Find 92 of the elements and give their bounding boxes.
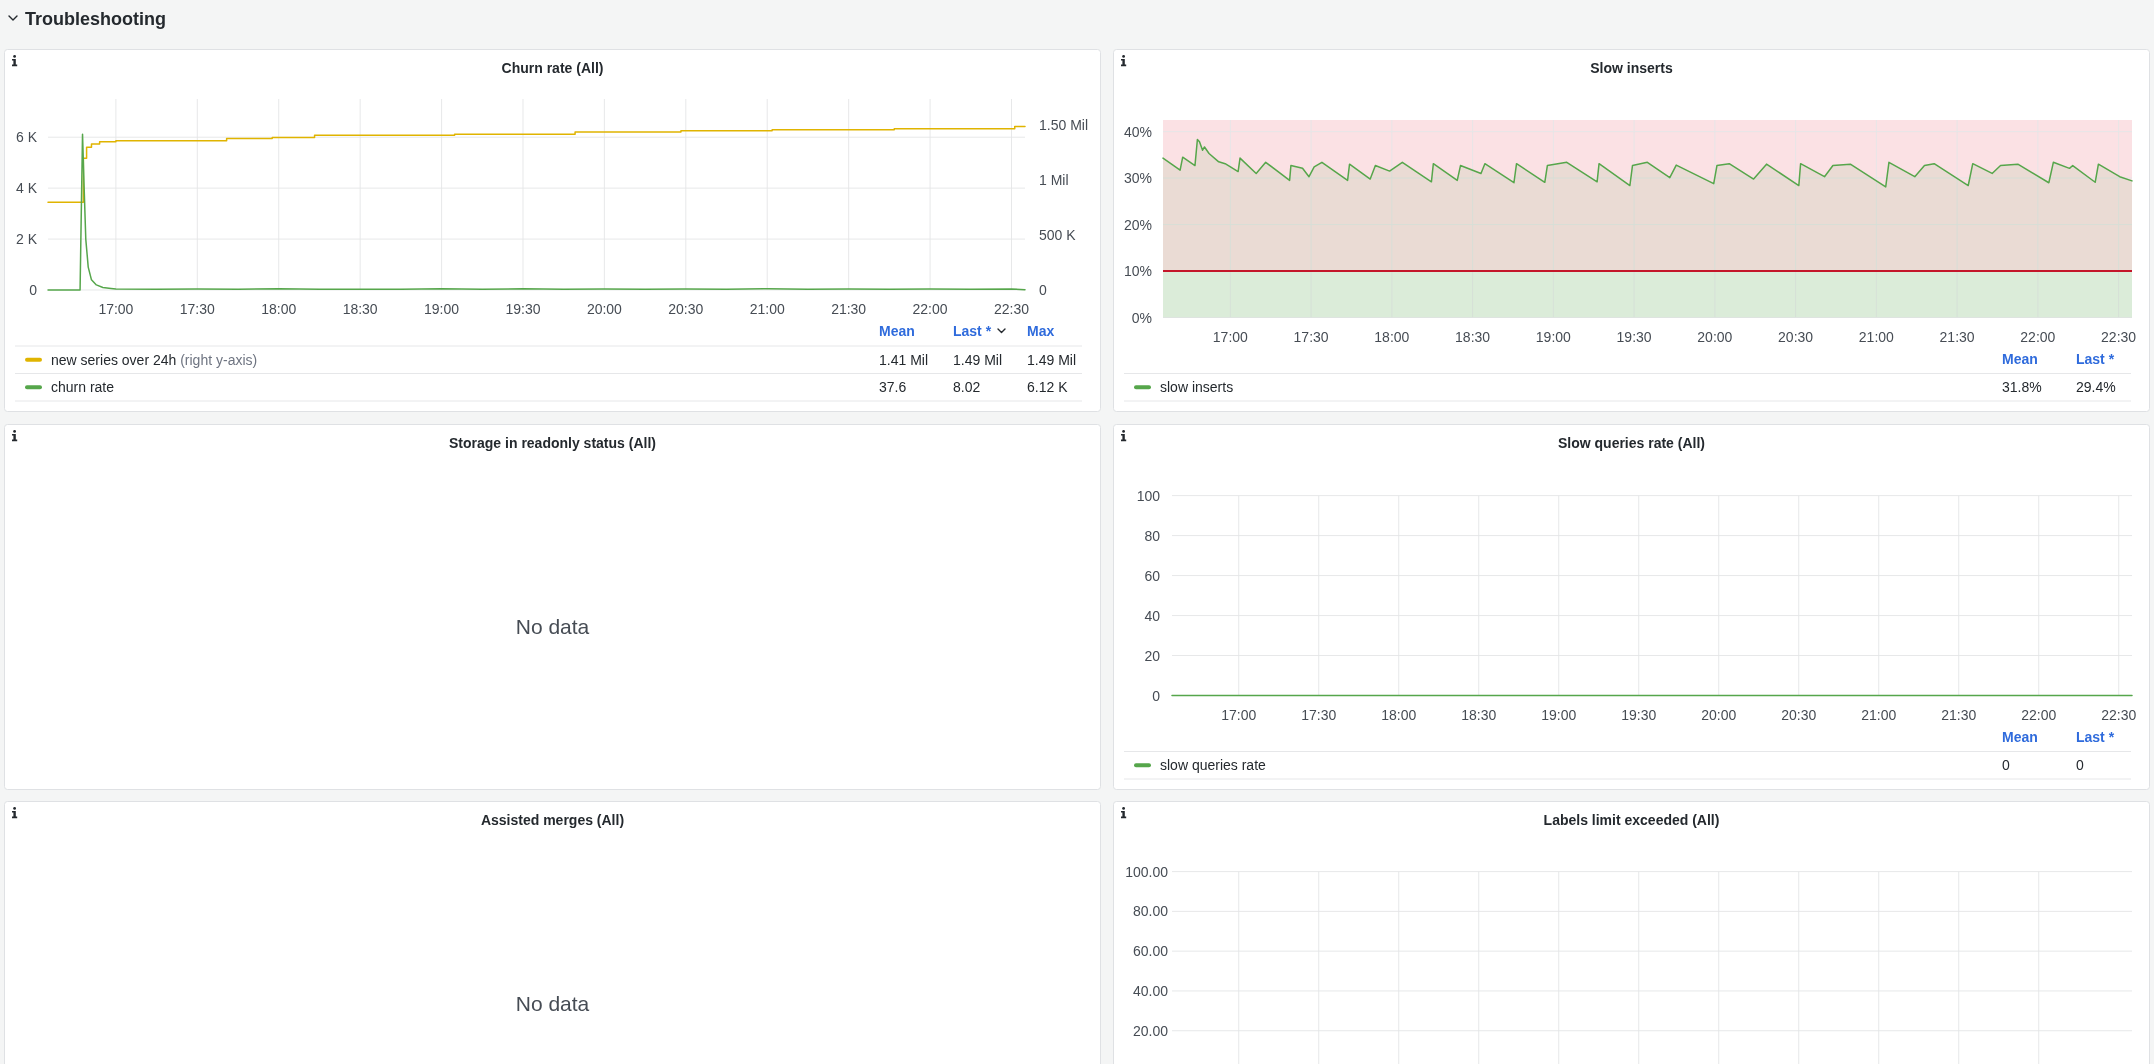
x-tick-label: 21:00 <box>749 301 785 317</box>
y-tick-label: 2 K <box>15 231 38 248</box>
x-tick-label: 17:00 <box>98 301 134 317</box>
x-tick-label: 20:30 <box>1781 706 1817 723</box>
y-tick-label: 100 <box>1136 487 1161 504</box>
text: 1.41 Mil <box>879 351 929 368</box>
x-tick-label: 22:30 <box>993 301 1030 317</box>
x-tick-label: 22:30 <box>2101 706 2137 723</box>
y-tick-label: 100.00 <box>1125 863 1169 880</box>
x-tick-label: 18:30 <box>1455 328 1491 345</box>
text: Last * <box>2076 728 2115 745</box>
x-tick-label: 20:00 <box>1701 706 1737 723</box>
y-tick-label: 40% <box>1123 123 1152 140</box>
x-tick-label: 18:00 <box>261 301 297 317</box>
x-tick-label: 21:30 <box>1941 706 1977 723</box>
x-tick-label: 18:00 <box>1381 706 1417 723</box>
x-tick-label: 17:00 <box>1212 328 1249 345</box>
text: 1.49 Mil <box>953 351 1003 368</box>
text: 29.4% <box>2076 379 2116 396</box>
x-tick-label: 19:30 <box>1616 328 1652 345</box>
y-tick-label: 6 K <box>15 129 38 146</box>
text: Last * <box>953 323 992 339</box>
x-tick-label: 21:00 <box>1861 706 1897 723</box>
chart-title: Churn rate (All) <box>501 60 604 76</box>
x-tick-label: 22:00 <box>2020 328 2056 345</box>
text: Last * <box>2076 350 2115 367</box>
y2-tick-label: 1 Mil <box>1039 172 1069 189</box>
text: Assisted merges (All) <box>480 812 625 828</box>
y-tick-label: 0% <box>1131 309 1152 326</box>
legend-label: new series over 24h <box>51 351 177 368</box>
y-tick-label: 0 <box>29 282 38 298</box>
x-tick-label: 20:00 <box>586 301 623 317</box>
legend-label: slow queries rate <box>1160 757 1267 774</box>
x-tick-label: 18:30 <box>342 301 378 317</box>
x-tick-label: 19:00 <box>424 301 460 317</box>
x-tick-label: 19:30 <box>1621 706 1657 723</box>
text: Storage in readonly status (All) <box>449 435 656 451</box>
text: Max <box>1027 323 1055 339</box>
x-tick-label: 21:30 <box>1939 328 1975 345</box>
y2-tick-label: 1.50 Mil <box>1039 117 1089 134</box>
x-tick-label: 19:30 <box>505 301 541 317</box>
text: 31.8% <box>2002 379 2042 396</box>
x-tick-label: 17:30 <box>1301 706 1337 723</box>
line-series <box>47 133 1026 291</box>
chart-title: Slow inserts <box>1590 60 1673 76</box>
x-tick-label: 20:00 <box>1697 328 1733 345</box>
x-tick-label: 21:00 <box>1858 328 1895 345</box>
y-tick-label: 0 <box>1152 687 1161 704</box>
text: 0 <box>2076 757 2084 774</box>
y-tick-label: 40 <box>1144 607 1161 624</box>
x-tick-label: 21:30 <box>831 301 867 317</box>
chart-title: Labels limit exceeded (All) <box>1543 812 1720 828</box>
y2-tick-label: 0 <box>1039 282 1047 298</box>
x-tick-label: 17:00 <box>1221 706 1257 723</box>
y-tick-label: 10% <box>1123 263 1152 280</box>
y-tick-label: 60 <box>1144 567 1161 584</box>
x-tick-label: 18:30 <box>1461 706 1497 723</box>
y-tick-label: 80 <box>1144 527 1161 544</box>
text: No data <box>515 991 590 1015</box>
text: 6.12 K <box>1027 379 1069 396</box>
text: Mean <box>879 323 915 339</box>
x-tick-label: 22:00 <box>912 301 948 317</box>
chart-title: Slow queries rate (All) <box>1557 435 1706 451</box>
y-tick-label: 20.00 <box>1132 1022 1169 1039</box>
x-tick-label: 19:00 <box>1535 328 1572 345</box>
text: Troubleshooting <box>25 8 166 29</box>
text: No data <box>515 614 590 638</box>
x-tick-label: 17:30 <box>179 301 216 317</box>
text: 1.49 Mil <box>1027 351 1077 368</box>
text: Mean <box>2002 728 2038 745</box>
text: 37.6 <box>879 379 907 396</box>
x-tick-label: 17:30 <box>1293 328 1329 345</box>
text: 0 <box>2002 757 2010 774</box>
y-tick-label: 60.00 <box>1132 943 1169 960</box>
x-tick-label: 18:00 <box>1374 328 1410 345</box>
x-tick-label: 20:30 <box>1778 328 1814 345</box>
x-tick-label: 22:30 <box>2101 328 2137 345</box>
text: (right y-axis) <box>180 351 258 368</box>
x-tick-label: 22:00 <box>2021 706 2057 723</box>
y-tick-label: 80.00 <box>1132 903 1169 920</box>
text: Mean <box>2002 350 2038 367</box>
legend-label: slow inserts <box>1160 379 1234 396</box>
y-tick-label: 30% <box>1123 170 1152 187</box>
x-tick-label: 20:30 <box>668 301 704 317</box>
y-tick-label: 4 K <box>15 180 38 197</box>
y-tick-label: 20% <box>1123 216 1152 233</box>
legend-label: churn rate <box>51 379 115 396</box>
x-tick-label: 19:00 <box>1541 706 1577 723</box>
y-tick-label: 20 <box>1144 647 1161 664</box>
y2-tick-label: 500 K <box>1039 227 1077 244</box>
text: 8.02 <box>953 379 981 396</box>
y-tick-label: 40.00 <box>1132 982 1169 999</box>
